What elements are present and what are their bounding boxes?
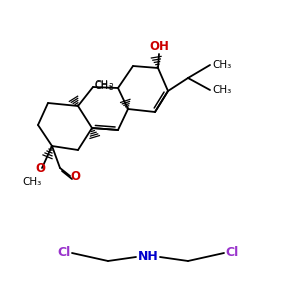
Text: NH: NH — [138, 250, 158, 263]
Text: Cl: Cl — [225, 247, 239, 260]
Text: CH₃: CH₃ — [95, 81, 113, 91]
Text: CH₃: CH₃ — [22, 177, 42, 187]
Text: 3: 3 — [109, 82, 113, 91]
Text: CH: CH — [95, 80, 109, 90]
Text: CH₃: CH₃ — [212, 85, 232, 95]
Text: CH₃: CH₃ — [212, 60, 232, 70]
Text: O: O — [35, 161, 45, 175]
Text: Cl: Cl — [57, 247, 70, 260]
Text: OH: OH — [149, 40, 169, 53]
Text: O: O — [70, 169, 80, 182]
